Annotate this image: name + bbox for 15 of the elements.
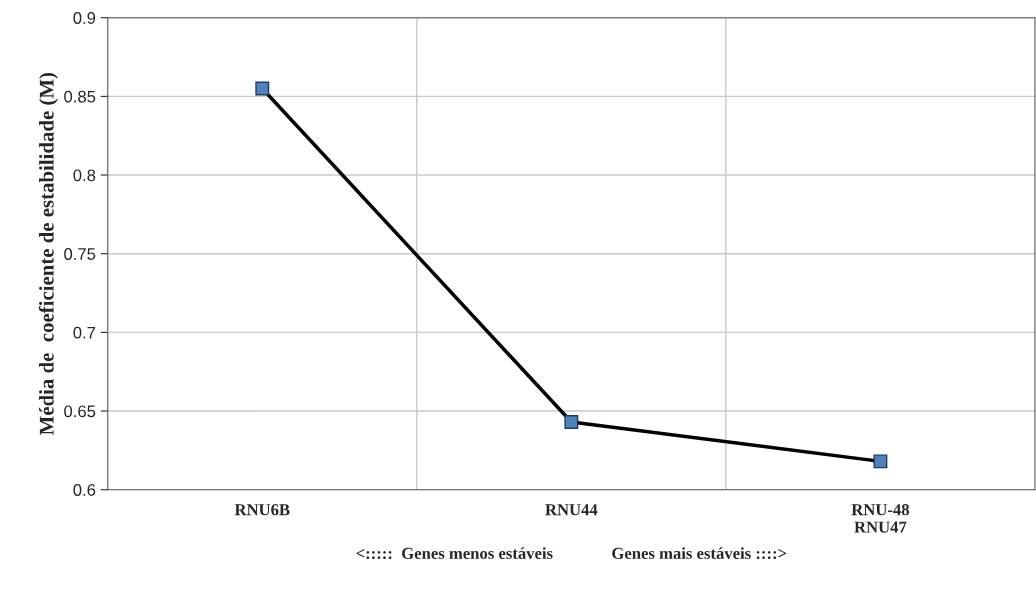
y-tick-label: 0.85 (64, 90, 96, 103)
x-tick-label: RNU44 (545, 504, 598, 516)
point (564, 415, 579, 429)
y-tick-label: 0.75 (64, 248, 96, 260)
y-tick-label: 0.8 (73, 169, 96, 182)
y-tick-label: 0.6 (73, 484, 96, 496)
y-tick-label: 0.65 (64, 405, 96, 418)
x-tick-label: RNU-48 RNU47 (851, 504, 910, 533)
point (873, 454, 888, 469)
point (255, 81, 270, 96)
y-tick-label: 0.9 (73, 12, 96, 24)
y-axis-title: Média de coeficiente de estabilidade (M) (38, 72, 58, 436)
x-axis-title: <::::: Genes menos estáveis Genes mais estáveis ::::> (356, 547, 787, 560)
y-tick-label: 0.7 (73, 326, 96, 339)
x-tick-label: RNU6B (234, 504, 290, 516)
